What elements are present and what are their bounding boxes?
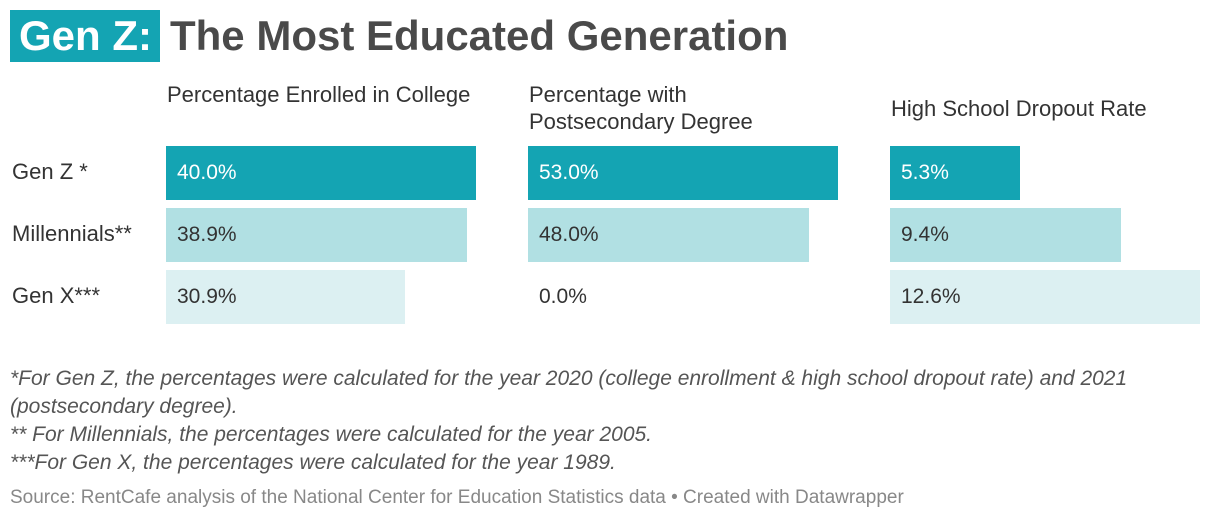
bar-enrolled-gen-z (166, 146, 476, 200)
bar-degree-gen-z (528, 146, 838, 200)
row-label-millennials: Millennials** (12, 221, 132, 246)
bar-enrolled-gen-x (166, 270, 405, 324)
bar-dropout-millennials (890, 208, 1121, 262)
bar-dropout-gen-x (890, 270, 1200, 324)
title-tag: Gen Z: (10, 10, 160, 62)
column-header-degree: Percentage with Postsecondary Degree (529, 82, 753, 134)
bar-label-dropout-millennials: 9.4% (901, 223, 949, 246)
bar-dropout-gen-z (890, 146, 1020, 200)
column-header-enrolled: Percentage Enrolled in College (167, 82, 471, 107)
bar-label-enrolled-gen-z: 40.0% (177, 161, 237, 184)
chart-title: Gen Z: The Most Educated Generation (10, 10, 788, 62)
row-label-gen-z: Gen Z * (12, 159, 88, 184)
bar-label-degree-gen-z: 53.0% (539, 161, 599, 184)
bar-label-enrolled-millennials: 38.9% (177, 223, 237, 246)
bar-degree-millennials (528, 208, 809, 262)
bar-label-enrolled-gen-x: 30.9% (177, 285, 237, 308)
bar-label-degree-gen-x: 0.0% (539, 285, 587, 308)
column-header-dropout: High School Dropout Rate (891, 96, 1147, 121)
title-main: The Most Educated Generation (170, 12, 789, 59)
footnote-gen-z: *For Gen Z, the percentages were calcula… (10, 367, 1128, 418)
row-label-gen-x: Gen X*** (12, 283, 101, 308)
footnote-millennials: ** For Millennials, the percentages were… (10, 423, 653, 446)
bar-label-dropout-gen-z: 5.3% (901, 161, 949, 184)
footnote-gen-x: ***For Gen X, the percentages were calcu… (10, 451, 616, 474)
bar-label-degree-millennials: 48.0% (539, 223, 599, 246)
footnotes: *For Gen Z, the percentages were calcula… (10, 365, 1210, 477)
bar-enrolled-millennials (166, 208, 467, 262)
bar-label-dropout-gen-x: 12.6% (901, 285, 961, 308)
source-line: Source: RentCafe analysis of the Nationa… (10, 487, 904, 508)
